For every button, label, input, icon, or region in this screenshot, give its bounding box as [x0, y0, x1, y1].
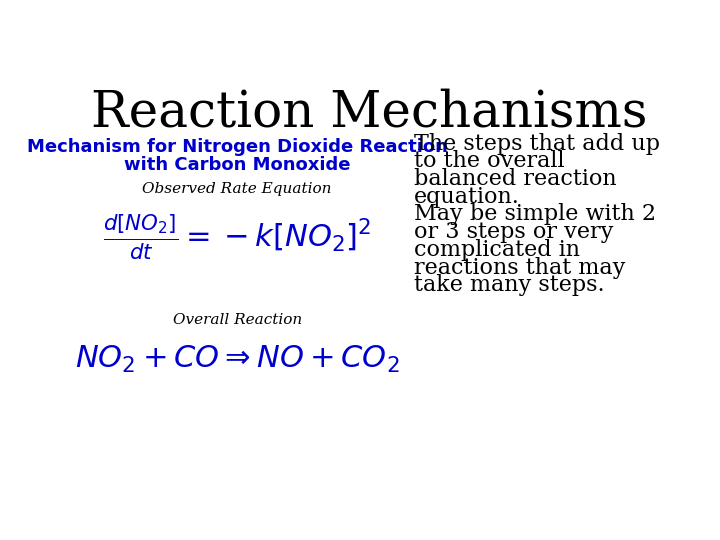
Text: complicated in: complicated in: [414, 239, 580, 261]
Text: Overall Reaction: Overall Reaction: [173, 313, 302, 327]
Text: equation.: equation.: [414, 186, 520, 208]
Text: May be simple with 2: May be simple with 2: [414, 204, 656, 225]
Text: Mechanism for Nitrogen Dioxide Reaction: Mechanism for Nitrogen Dioxide Reaction: [27, 138, 448, 156]
Text: $\frac{d[NO_2]}{dt} = -k[NO_2]^2$: $\frac{d[NO_2]}{dt} = -k[NO_2]^2$: [103, 213, 372, 262]
Text: Reaction Mechanisms: Reaction Mechanisms: [91, 88, 647, 137]
Text: with Carbon Monoxide: with Carbon Monoxide: [124, 156, 351, 174]
Text: to the overall: to the overall: [414, 150, 564, 172]
Text: $NO_2+CO \Rightarrow NO+CO_2$: $NO_2+CO \Rightarrow NO+CO_2$: [75, 343, 400, 375]
Text: The steps that add up: The steps that add up: [414, 132, 660, 154]
Text: reactions that may: reactions that may: [414, 256, 626, 279]
Text: or 3 steps or very: or 3 steps or very: [414, 221, 613, 243]
Text: Observed Rate Equation: Observed Rate Equation: [143, 182, 332, 196]
Text: balanced reaction: balanced reaction: [414, 168, 616, 190]
Text: take many steps.: take many steps.: [414, 274, 605, 296]
